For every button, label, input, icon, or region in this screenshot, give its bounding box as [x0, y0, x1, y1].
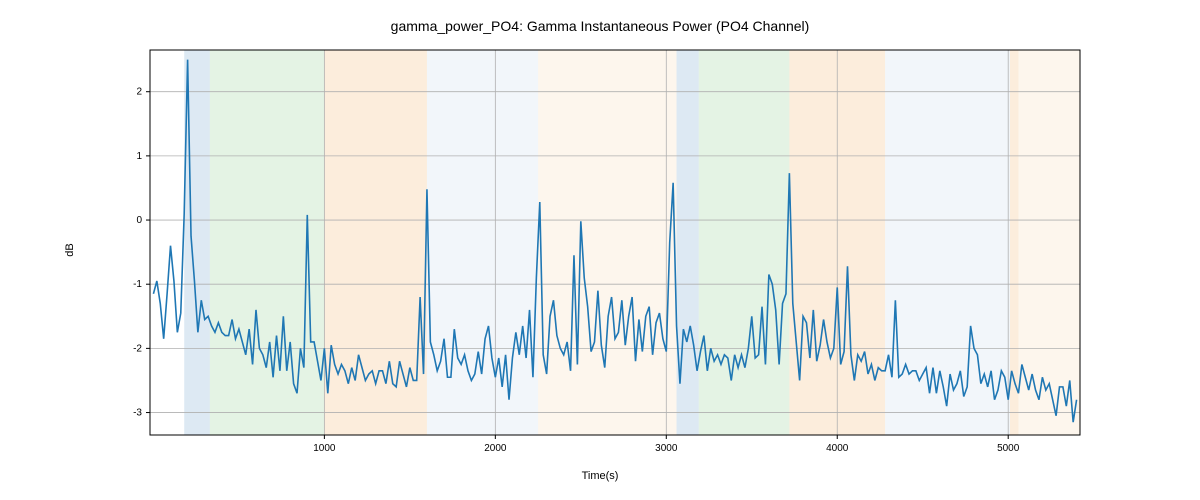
y-tick-label: 1 [136, 151, 142, 162]
x-tick-label: 1000 [313, 443, 336, 454]
y-tick-label: -1 [133, 279, 142, 290]
x-tick-label: 4000 [826, 443, 849, 454]
chart-container: gamma_power_PO4: Gamma Instantaneous Pow… [0, 0, 1200, 500]
span-band-4 [538, 50, 676, 435]
x-tick-label: 5000 [997, 443, 1020, 454]
x-tick-label: 3000 [655, 443, 678, 454]
y-tick-label: 2 [136, 87, 142, 98]
y-tick-label: -2 [133, 343, 142, 354]
span-band-3 [427, 50, 538, 435]
span-band-2 [324, 50, 427, 435]
span-band-6 [699, 50, 790, 435]
chart-svg: 1000 2000 3000 4000 5000 -3 -2 -1 0 1 2 [0, 0, 1200, 500]
y-tick-label: -3 [133, 408, 142, 419]
span-band-10 [1018, 50, 1080, 435]
y-tick-label: 0 [136, 215, 142, 226]
x-tick-label: 2000 [484, 443, 507, 454]
